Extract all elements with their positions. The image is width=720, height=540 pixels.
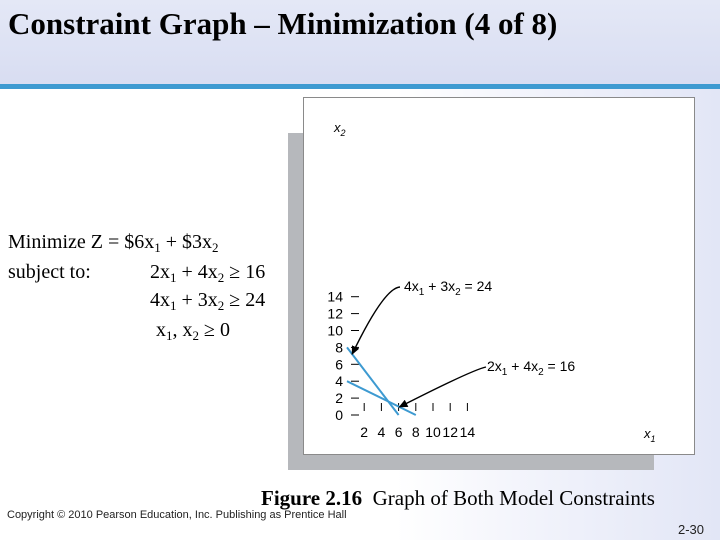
title-rule	[0, 84, 720, 89]
x-tick-label: 14	[460, 424, 476, 440]
annotation-term: = 16	[544, 358, 576, 374]
y-tick-label: 14	[327, 289, 343, 305]
annotation-term: + 3x	[424, 278, 455, 294]
y-tick-label: 2	[335, 390, 343, 406]
objective-var-1: x	[144, 231, 155, 253]
y-axis-label-sub: 2	[340, 128, 346, 138]
annotation-term: 4x	[404, 278, 419, 294]
constraint-1: 2x1 + 4x2 ≥ 16	[150, 262, 265, 288]
annotation-label-2: 2x1 + 4x2 = 16	[487, 358, 575, 378]
annotation-term: = 24	[461, 278, 493, 294]
x-tick-label: 4	[378, 424, 386, 440]
title-band	[0, 0, 720, 84]
annotation-sub: 2	[538, 367, 544, 378]
constraint-3-term-1: x	[156, 319, 166, 341]
y-tick-label: 8	[335, 339, 343, 355]
x-axis-label-sub: 1	[651, 434, 656, 444]
constraint-1-sub-2: 2	[217, 270, 225, 285]
constraint-3-sub-2: 2	[192, 328, 200, 343]
constraint-2-sub-1: 1	[170, 298, 177, 313]
annotation-label-1: 4x1 + 3x2 = 24	[404, 278, 492, 298]
objective-function: Minimize Z = $6x1 + $3x2	[8, 232, 219, 258]
figure-caption: Figure 2.16 Graph of Both Model Constrai…	[261, 486, 655, 511]
objective-var-2: x	[202, 231, 213, 253]
x-tick-label: 12	[442, 424, 458, 440]
x-tick-label: 6	[395, 424, 403, 440]
constraint-2-rhs: ≥ 24	[224, 289, 266, 311]
objective-coef-2: $3	[182, 231, 203, 253]
constraint-1-rhs: ≥ 16	[224, 261, 266, 283]
constraint-line-2	[346, 380, 417, 416]
constraint-3-rhs: ≥ 0	[199, 319, 230, 341]
figure-title: Graph of Both Model Constraints	[372, 486, 655, 510]
annotation-term: + 4x	[507, 358, 538, 374]
constraint-2-sub-2: 2	[217, 298, 225, 313]
x-tick-label: 2	[360, 424, 368, 440]
annotation-sub: 2	[455, 287, 461, 298]
objective-label: Minimize Z =	[8, 231, 125, 253]
constraint-3-sub-1: 1	[166, 328, 173, 343]
annotation-arrow-2	[398, 366, 487, 408]
figure-number: Figure 2.16	[261, 486, 363, 510]
constraint-2-term-2: + 3x	[176, 289, 218, 311]
y-axis-label: x2	[333, 120, 346, 138]
objective-sub-1: 1	[154, 240, 161, 255]
subject-to-label: subject to:	[8, 261, 91, 283]
constraint-1-term-1: 2x	[150, 261, 170, 283]
x-tick-label: 10	[425, 424, 441, 440]
y-tick-label: 6	[335, 356, 343, 372]
y-axis-label-var: x	[333, 120, 341, 135]
constraint-3-term-2: , x	[172, 319, 193, 341]
y-tick-label: 12	[327, 306, 343, 322]
objective-sub-2: 2	[212, 240, 219, 255]
page-number: 2-30	[677, 522, 704, 537]
annotation-sub: 1	[419, 287, 425, 298]
copyright-notice: Copyright © 2010 Pearson Education, Inc.…	[7, 509, 347, 521]
constraint-1-term-2: + 4x	[176, 261, 218, 283]
y-tick-label: 4	[335, 373, 343, 389]
objective-op: +	[160, 231, 183, 253]
constraint-graph: x2 x1 0 2 4 6 8 10 12 14 2 4 6 8 10 12 14 4x1 + 3x2 = …	[303, 97, 695, 455]
constraint-2-term-1: 4x	[150, 289, 170, 311]
constraint-3: x1, x2 ≥ 0	[156, 320, 230, 346]
annotation-sub: 1	[502, 367, 508, 378]
y-tick-label: 0	[335, 407, 343, 423]
x-axis-label: x1	[643, 426, 656, 444]
slide-title: Constraint Graph – Minimization (4 of 8)	[8, 6, 558, 41]
annotation-term: 2x	[487, 358, 502, 374]
objective-coef-1: $6	[124, 231, 145, 253]
constraint-1-sub-1: 1	[170, 270, 177, 285]
x-axis-label-var: x	[643, 426, 651, 441]
constraint-2: 4x1 + 3x2 ≥ 24	[150, 290, 265, 316]
y-tick-label: 10	[327, 323, 343, 339]
x-tick-label: 8	[412, 424, 420, 440]
annotation-arrow-1	[351, 286, 401, 356]
constraint-line-1	[346, 346, 400, 416]
